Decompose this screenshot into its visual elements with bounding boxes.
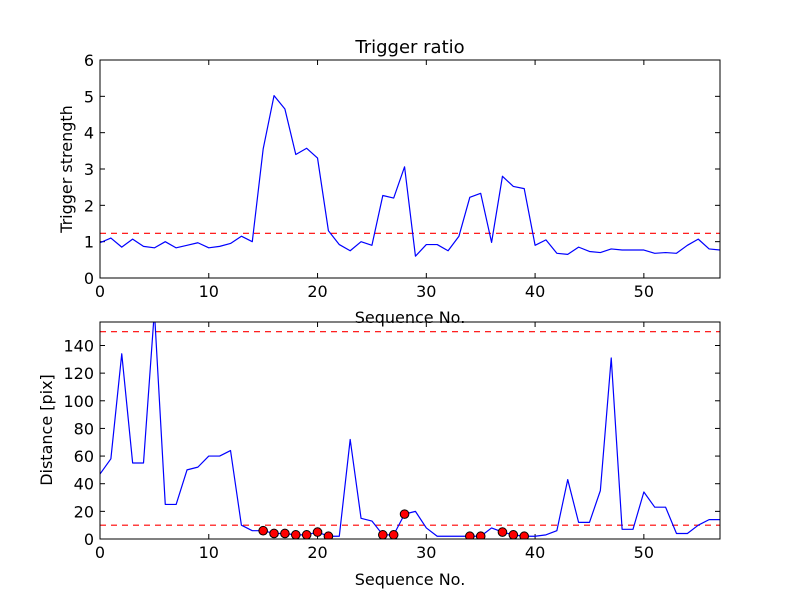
- plot-frame: [99, 59, 721, 279]
- y-tick-label: 40: [74, 475, 94, 494]
- x-tick-label: 50: [634, 543, 654, 562]
- y-tick-label: 100: [63, 392, 94, 411]
- data-point: [269, 528, 279, 539]
- y-tick-label: 60: [74, 447, 94, 466]
- x-tick-label: 40: [525, 543, 545, 562]
- y-tick-label: 5: [84, 87, 94, 106]
- x-tick-label: 40: [525, 282, 545, 301]
- y-tick-label: 20: [74, 502, 94, 521]
- x-tick-label: 10: [199, 282, 219, 301]
- y-tick-label: 3: [84, 160, 94, 179]
- data-point: [399, 509, 410, 519]
- axis-ticks: 0 10 20 30 40 50 0 1 2 3 4 5 6: [84, 51, 720, 301]
- series-line: [100, 95, 720, 257]
- y-tick-label: 0: [84, 269, 94, 288]
- y-tick-label: 80: [74, 419, 94, 438]
- data-point: [378, 530, 388, 539]
- x-tick-label: 30: [416, 282, 436, 301]
- axis-ticks: 0 10 20 30 40 50 0 20 40 60 80 100 120 140: [63, 322, 720, 562]
- data-point: [519, 531, 530, 539]
- data-point: [465, 531, 475, 539]
- x-axis-label: Sequence No.: [355, 308, 466, 327]
- plot-frame: [99, 321, 721, 540]
- data-point: [290, 530, 301, 539]
- threshold-lines: [100, 331, 720, 526]
- x-tick-label: 10: [199, 543, 219, 562]
- y-tick-label: 140: [63, 336, 94, 355]
- y-tick-label: 120: [63, 364, 94, 383]
- data-point: [497, 527, 508, 537]
- y-axis-label: Trigger strength: [57, 105, 76, 234]
- series-group: [100, 95, 720, 257]
- y-tick-label: 2: [84, 196, 94, 215]
- data-point: [323, 531, 334, 539]
- series-group: [100, 322, 720, 539]
- x-tick-label: 20: [307, 543, 327, 562]
- x-tick-label: 50: [634, 282, 654, 301]
- x-tick-label: 20: [307, 282, 327, 301]
- y-tick-label: 6: [84, 51, 94, 70]
- chart-title: Trigger ratio: [354, 37, 464, 58]
- data-point: [312, 527, 323, 537]
- x-tick-label: 30: [416, 543, 436, 562]
- data-point: [388, 530, 399, 539]
- data-point: [475, 531, 486, 539]
- x-tick-label: 0: [95, 282, 105, 301]
- x-tick-label: 0: [95, 543, 105, 562]
- series-line: [100, 322, 720, 537]
- data-point: [508, 530, 519, 539]
- y-tick-label: 1: [84, 233, 94, 252]
- trigger-ratio-chart: Trigger ratio Trigger strength Sequence …: [57, 37, 721, 327]
- y-tick-label: 4: [84, 124, 94, 143]
- x-axis-label: Sequence No.: [355, 570, 466, 589]
- data-point: [301, 530, 312, 539]
- data-point: [280, 528, 290, 539]
- y-axis-label: Distance [pix]: [37, 374, 56, 486]
- y-tick-label: 0: [84, 530, 94, 549]
- data-point: [258, 525, 268, 536]
- distance-chart: Distance [pix] Sequence No. 0 10 20 30 40 500…: [37, 321, 721, 589]
